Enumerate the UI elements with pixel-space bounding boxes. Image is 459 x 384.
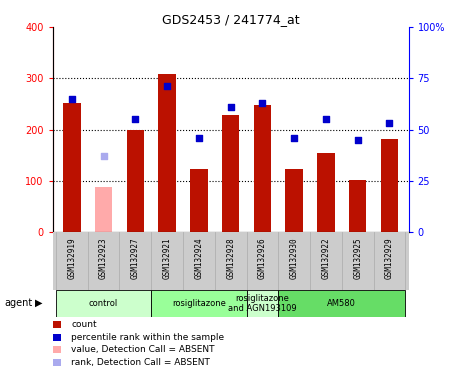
Point bbox=[227, 104, 235, 110]
Bar bbox=[381, 139, 398, 232]
Bar bbox=[254, 105, 271, 232]
Bar bbox=[278, 290, 405, 317]
Text: GSM132921: GSM132921 bbox=[162, 237, 172, 278]
Text: rosiglitazone
and AGN193109: rosiglitazone and AGN193109 bbox=[228, 294, 297, 313]
Point bbox=[163, 83, 171, 89]
Text: GSM132930: GSM132930 bbox=[290, 237, 299, 278]
Text: AM580: AM580 bbox=[327, 299, 356, 308]
Bar bbox=[95, 187, 112, 232]
Text: GSM132925: GSM132925 bbox=[353, 237, 362, 278]
Text: GSM132928: GSM132928 bbox=[226, 237, 235, 278]
Bar bbox=[246, 290, 278, 317]
Text: value, Detection Call = ABSENT: value, Detection Call = ABSENT bbox=[71, 345, 215, 354]
Point bbox=[322, 116, 330, 122]
Text: GSM132922: GSM132922 bbox=[321, 237, 330, 278]
Text: control: control bbox=[89, 299, 118, 308]
Bar bbox=[190, 169, 207, 232]
Point bbox=[291, 135, 298, 141]
Bar bbox=[158, 74, 176, 232]
Point bbox=[100, 153, 107, 159]
Title: GDS2453 / 241774_at: GDS2453 / 241774_at bbox=[162, 13, 299, 26]
Point bbox=[68, 96, 76, 102]
Bar bbox=[56, 290, 151, 317]
Text: GSM132927: GSM132927 bbox=[131, 237, 140, 278]
Bar bbox=[317, 153, 335, 232]
Text: GSM132923: GSM132923 bbox=[99, 237, 108, 278]
Text: agent: agent bbox=[5, 298, 33, 308]
Bar bbox=[127, 129, 144, 232]
Point bbox=[195, 135, 202, 141]
Text: rosiglitazone: rosiglitazone bbox=[172, 299, 226, 308]
Text: ▶: ▶ bbox=[35, 298, 42, 308]
Text: GSM132924: GSM132924 bbox=[194, 237, 203, 278]
Text: GSM132929: GSM132929 bbox=[385, 237, 394, 278]
Text: rank, Detection Call = ABSENT: rank, Detection Call = ABSENT bbox=[71, 358, 210, 367]
Text: count: count bbox=[71, 320, 97, 329]
Bar bbox=[222, 115, 240, 232]
Text: GSM132926: GSM132926 bbox=[258, 237, 267, 278]
Point bbox=[386, 120, 393, 126]
Bar bbox=[349, 180, 366, 232]
Bar bbox=[151, 290, 246, 317]
Bar bbox=[285, 169, 303, 232]
Point bbox=[354, 137, 361, 143]
Bar bbox=[63, 103, 81, 232]
Point bbox=[132, 116, 139, 122]
Text: percentile rank within the sample: percentile rank within the sample bbox=[71, 333, 224, 342]
Text: GSM132919: GSM132919 bbox=[67, 237, 76, 278]
Point bbox=[259, 100, 266, 106]
